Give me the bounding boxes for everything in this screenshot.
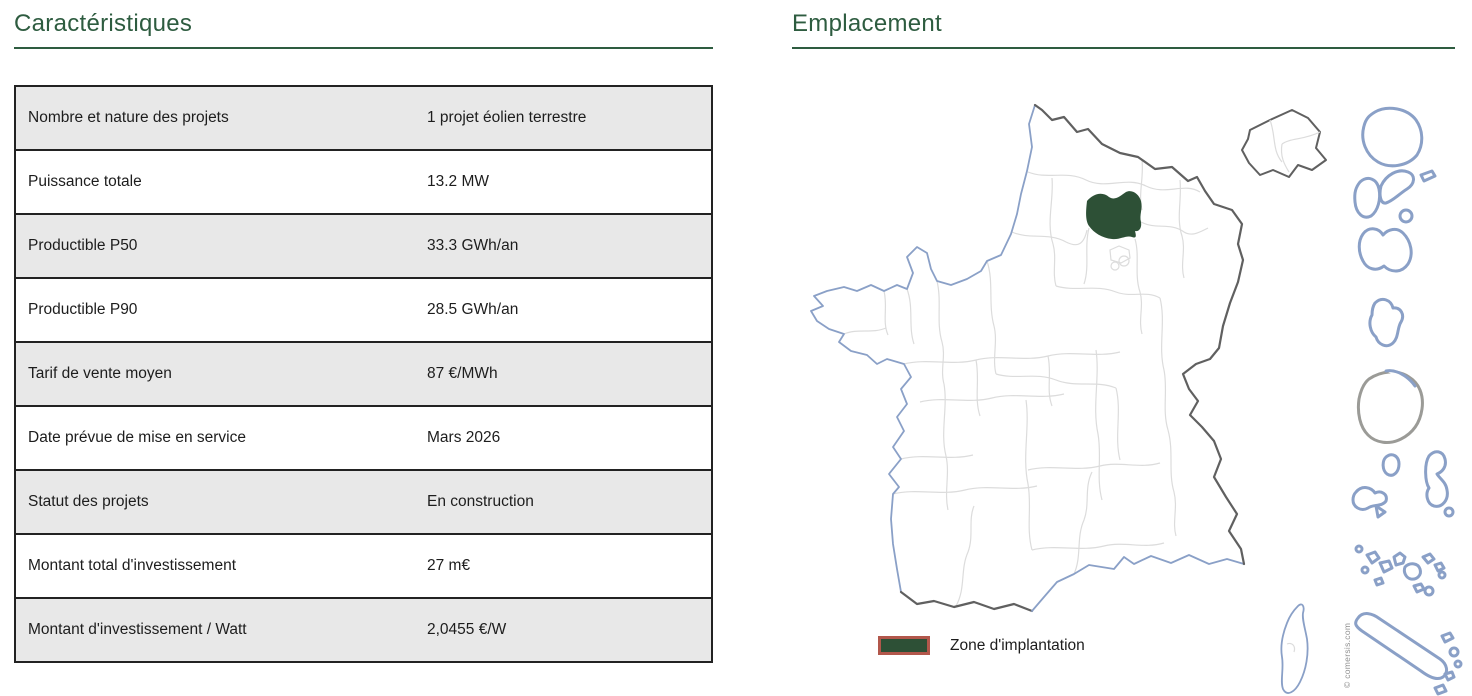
row-label: Tarif de vente moyen bbox=[28, 365, 172, 382]
table-row: Date prévue de mise en service Mars 2026 bbox=[15, 406, 712, 470]
map-legend: Zone d'implantation bbox=[878, 636, 1085, 655]
row-label: Montant d'investissement / Watt bbox=[28, 621, 247, 638]
row-value: 28.5 GWh/an bbox=[427, 301, 519, 318]
table-row: Statut des projets En construction bbox=[15, 470, 712, 534]
characteristics-title-underline bbox=[14, 47, 713, 49]
legend-swatch bbox=[878, 636, 930, 655]
overseas-territories bbox=[1351, 106, 1463, 696]
row-value: 27 m€ bbox=[427, 557, 471, 574]
row-label: Montant total d'investissement bbox=[28, 557, 237, 574]
france-borders bbox=[810, 103, 1246, 613]
map-credit: © comersis.com bbox=[1342, 623, 1352, 688]
row-value: Mars 2026 bbox=[427, 429, 501, 446]
legend-label: Zone d'implantation bbox=[950, 636, 1085, 654]
row-label: Puissance totale bbox=[28, 173, 142, 190]
table-row: Puissance totale 13.2 MW bbox=[15, 150, 712, 214]
row-value: 1 projet éolien terrestre bbox=[427, 109, 587, 126]
characteristics-panel: Caractéristiques Nombre et nature des pr… bbox=[14, 10, 713, 663]
table-row: Montant total d'investissement 27 m€ bbox=[15, 534, 712, 598]
row-label: Productible P50 bbox=[28, 237, 138, 254]
characteristics-title: Caractéristiques bbox=[14, 10, 193, 37]
location-panel: Emplacement bbox=[792, 10, 1455, 49]
table-row: Productible P90 28.5 GWh/an bbox=[15, 278, 712, 342]
characteristics-table: Nombre et nature des projets 1 projet éol… bbox=[14, 85, 713, 663]
idf-inset bbox=[1241, 109, 1327, 178]
table-row: Tarif de vente moyen 87 €/MWh bbox=[15, 342, 712, 406]
row-value: 2,0455 €/W bbox=[427, 621, 507, 638]
corsica-island bbox=[1280, 603, 1309, 694]
row-value: En construction bbox=[427, 493, 534, 510]
row-label: Statut des projets bbox=[28, 493, 149, 510]
characteristics-table-body: Nombre et nature des projets 1 projet éol… bbox=[15, 86, 712, 662]
france-map-svg: © comersis.com bbox=[810, 103, 1463, 696]
row-value: 33.3 GWh/an bbox=[427, 237, 519, 254]
table-row: Nombre et nature des projets 1 projet éol… bbox=[15, 86, 712, 150]
france-map: © comersis.com Zone d'implantation bbox=[790, 60, 1472, 696]
table-row: Productible P50 33.3 GWh/an bbox=[15, 214, 712, 278]
location-title-underline bbox=[792, 47, 1455, 49]
table-row: Montant d'investissement / Watt 2,0455 €/… bbox=[15, 598, 712, 662]
row-value: 13.2 MW bbox=[427, 173, 490, 190]
row-label: Date prévue de mise en service bbox=[28, 429, 246, 446]
zone-implantation-region bbox=[1086, 191, 1142, 240]
row-label: Nombre et nature des projets bbox=[28, 109, 229, 126]
row-label: Productible P90 bbox=[28, 301, 138, 318]
location-title: Emplacement bbox=[792, 10, 943, 37]
row-value: 87 €/MWh bbox=[427, 365, 498, 382]
department-borders bbox=[843, 159, 1209, 607]
